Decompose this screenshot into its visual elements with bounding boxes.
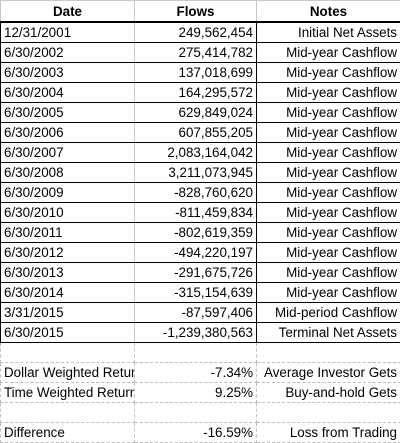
empty-cell[interactable] [0, 342, 135, 363]
note-cell[interactable]: Mid-year Cashflow [256, 202, 400, 223]
flow-cell[interactable]: -828,760,620 [134, 182, 257, 203]
difference-row-label[interactable]: Difference [0, 422, 135, 443]
note-cell[interactable]: Mid-year Cashflow [256, 242, 400, 263]
spacer-row [0, 402, 400, 423]
table-row: 6/30/2008 3,211,073,945 Mid-year Cashflow [0, 162, 400, 183]
table-row: 3/31/2015 -87,597,406 Mid-period Cashflow [0, 302, 400, 323]
flow-cell[interactable]: 164,295,572 [134, 82, 257, 103]
table-row: 6/30/2013 -291,675,726 Mid-year Cashflow [0, 262, 400, 283]
table-row: 6/30/2009 -828,760,620 Mid-year Cashflow [0, 182, 400, 203]
table-row: 6/30/2004 164,295,572 Mid-year Cashflow [0, 82, 400, 103]
flow-cell[interactable]: 137,018,699 [134, 62, 257, 83]
note-cell[interactable]: Mid-year Cashflow [256, 62, 400, 83]
flow-cell[interactable]: 3,211,073,945 [134, 162, 257, 183]
difference-row-value[interactable]: -16.59% [134, 422, 257, 443]
date-cell[interactable]: 6/30/2015 [0, 322, 135, 343]
flow-cell[interactable]: 607,855,205 [134, 122, 257, 143]
empty-cell[interactable] [256, 402, 400, 423]
time-weighted-row-note[interactable]: Buy-and-hold Gets [256, 382, 400, 403]
date-cell[interactable]: 6/30/2005 [0, 102, 135, 123]
header-date[interactable]: Date [0, 0, 135, 23]
empty-cell[interactable] [0, 402, 135, 423]
date-cell[interactable]: 6/30/2013 [0, 262, 135, 283]
note-cell[interactable]: Mid-year Cashflow [256, 282, 400, 303]
note-cell[interactable]: Mid-year Cashflow [256, 222, 400, 243]
date-cell[interactable]: 6/30/2011 [0, 222, 135, 243]
note-cell[interactable]: Initial Net Assets [256, 21, 400, 43]
flow-cell[interactable]: 249,562,454 [134, 21, 257, 43]
date-cell[interactable]: 6/30/2007 [0, 142, 135, 163]
note-cell[interactable]: Mid-year Cashflow [256, 142, 400, 163]
note-cell[interactable]: Mid-year Cashflow [256, 82, 400, 103]
dollar-weighted-row-value[interactable]: -7.34% [134, 362, 257, 383]
date-cell[interactable]: 6/30/2006 [0, 122, 135, 143]
date-cell[interactable]: 6/30/2009 [0, 182, 135, 203]
flow-cell[interactable]: -87,597,406 [134, 302, 257, 323]
note-cell[interactable]: Mid-period Cashflow [256, 302, 400, 323]
spacer-row [0, 342, 400, 363]
table-row: 6/30/2002 275,414,782 Mid-year Cashflow [0, 42, 400, 63]
date-cell[interactable]: 3/31/2015 [0, 302, 135, 323]
note-cell[interactable]: Mid-year Cashflow [256, 42, 400, 63]
note-cell[interactable]: Mid-year Cashflow [256, 262, 400, 283]
note-cell[interactable]: Mid-year Cashflow [256, 122, 400, 143]
flow-cell[interactable]: -291,675,726 [134, 262, 257, 283]
time-weighted-row-value[interactable]: 9.25% [134, 382, 257, 403]
header-flows[interactable]: Flows [134, 0, 257, 23]
flow-cell[interactable]: -1,239,380,563 [134, 322, 257, 343]
flow-cell[interactable]: -315,154,639 [134, 282, 257, 303]
table-row: 6/30/2010 -811,459,834 Mid-year Cashflow [0, 202, 400, 223]
table-row: 6/30/2015 -1,239,380,563 Terminal Net Asse… [0, 322, 400, 343]
dollar-weighted-row-note[interactable]: Average Investor Gets [256, 362, 400, 383]
dollar-weighted-row: Dollar Weighted Return -7.34% Average Inve… [0, 362, 400, 383]
flow-cell[interactable]: -802,619,359 [134, 222, 257, 243]
empty-cell[interactable] [134, 342, 257, 363]
flow-cell[interactable]: -811,459,834 [134, 202, 257, 223]
table-row: 6/30/2007 2,083,164,042 Mid-year Cashflow [0, 142, 400, 163]
header-row: Date Flows Notes [0, 0, 400, 23]
table-row: 12/31/2001 249,562,454 Initial Net Assets [0, 21, 400, 43]
date-cell[interactable]: 6/30/2014 [0, 282, 135, 303]
time-weighted-row: Time Weighted Return 9.25% Buy-and-hold Ge… [0, 382, 400, 403]
date-cell[interactable]: 6/30/2010 [0, 202, 135, 223]
table-row: 6/30/2006 607,855,205 Mid-year Cashflow [0, 122, 400, 143]
flow-cell[interactable]: 2,083,164,042 [134, 142, 257, 163]
difference-row-note[interactable]: Loss from Trading [256, 422, 400, 443]
table-row: 6/30/2011 -802,619,359 Mid-year Cashflow [0, 222, 400, 243]
table-row: 6/30/2005 629,849,024 Mid-year Cashflow [0, 102, 400, 123]
time-weighted-row-label[interactable]: Time Weighted Return [0, 382, 135, 403]
table-row: 6/30/2014 -315,154,639 Mid-year Cashflow [0, 282, 400, 303]
date-cell[interactable]: 6/30/2012 [0, 242, 135, 263]
flow-cell[interactable]: -494,220,197 [134, 242, 257, 263]
flow-cell[interactable]: 629,849,024 [134, 102, 257, 123]
header-notes[interactable]: Notes [256, 0, 400, 23]
note-cell[interactable]: Mid-year Cashflow [256, 162, 400, 183]
date-cell[interactable]: 6/30/2004 [0, 82, 135, 103]
date-cell[interactable]: 12/31/2001 [0, 21, 135, 43]
empty-cell[interactable] [134, 402, 257, 423]
flow-cell[interactable]: 275,414,782 [134, 42, 257, 63]
table-row: 6/30/2003 137,018,699 Mid-year Cashflow [0, 62, 400, 83]
date-cell[interactable]: 6/30/2003 [0, 62, 135, 83]
note-cell[interactable]: Terminal Net Assets [256, 322, 400, 343]
empty-cell[interactable] [256, 342, 400, 363]
note-cell[interactable]: Mid-year Cashflow [256, 102, 400, 123]
date-cell[interactable]: 6/30/2002 [0, 42, 135, 63]
difference-row: Difference -16.59% Loss from Trading [0, 422, 400, 443]
date-cell[interactable]: 6/30/2008 [0, 162, 135, 183]
dollar-weighted-row-label[interactable]: Dollar Weighted Return [0, 362, 135, 383]
table-row: 6/30/2012 -494,220,197 Mid-year Cashflow [0, 242, 400, 263]
note-cell[interactable]: Mid-year Cashflow [256, 182, 400, 203]
